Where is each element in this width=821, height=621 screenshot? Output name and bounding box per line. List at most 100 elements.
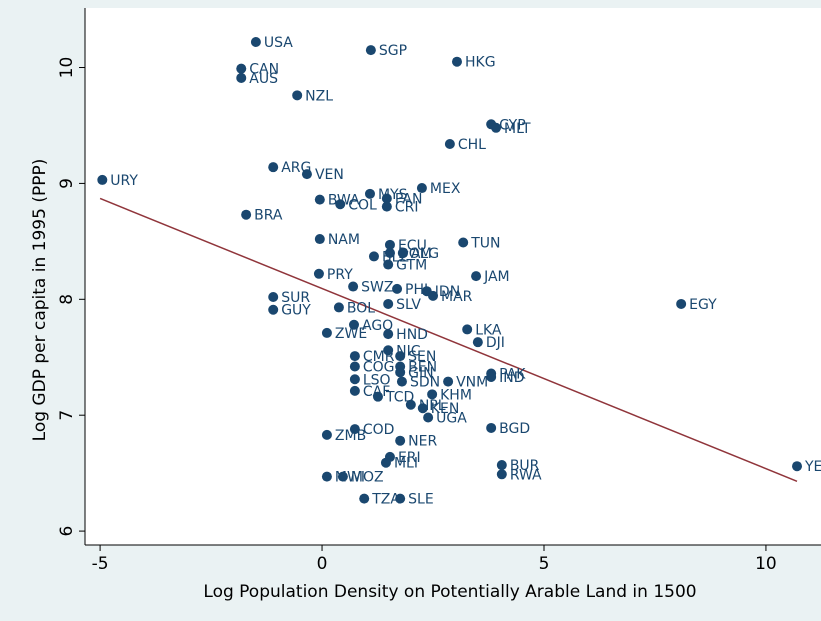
point <box>395 435 406 446</box>
point <box>443 376 454 387</box>
point-label: GTM <box>396 258 427 274</box>
point-label: YEM <box>804 459 821 475</box>
point-label: KEN <box>431 401 460 417</box>
point <box>428 290 439 301</box>
point-label: TUN <box>470 236 500 252</box>
point <box>380 457 391 468</box>
point <box>416 183 427 194</box>
point <box>321 471 332 482</box>
point <box>372 391 383 402</box>
point-label: URY <box>110 173 138 189</box>
point <box>292 90 303 101</box>
point <box>314 234 325 245</box>
point <box>365 45 376 56</box>
point-label: CRI <box>395 200 419 216</box>
point <box>349 424 360 435</box>
point <box>792 461 803 472</box>
point-label: COD <box>363 422 395 438</box>
point <box>444 139 455 150</box>
point <box>333 302 344 313</box>
point <box>451 56 462 67</box>
point-label: SDN <box>410 375 440 391</box>
point <box>349 385 360 396</box>
point <box>486 371 497 382</box>
y-tick-label: 10 <box>57 57 77 79</box>
point-label: DJI <box>486 335 505 351</box>
point <box>383 329 394 340</box>
point-label: CMR <box>363 349 395 365</box>
point-label: SLE <box>408 492 434 508</box>
point <box>349 374 360 385</box>
fit-line <box>99 197 798 482</box>
point <box>384 247 395 258</box>
point-label: SLV <box>396 297 421 313</box>
point <box>486 422 497 433</box>
point <box>349 361 360 372</box>
point-label: RWA <box>510 467 542 483</box>
point-label: COL <box>348 197 377 213</box>
point-label: IND <box>499 370 524 386</box>
point <box>349 351 360 362</box>
point-label: EGY <box>689 297 717 313</box>
y-tick-label: 7 <box>57 410 77 421</box>
y-tick-label: 9 <box>57 178 77 189</box>
point-label: CYP <box>499 117 526 133</box>
point-label: MLT <box>504 121 531 137</box>
point <box>676 298 687 309</box>
point <box>423 412 434 423</box>
point-label: VNM <box>456 375 488 391</box>
y-tick-label: 6 <box>57 526 77 537</box>
point <box>392 283 403 294</box>
point <box>268 291 279 302</box>
x-tick-label: -5 <box>92 554 109 574</box>
point <box>236 63 247 74</box>
point <box>314 194 325 205</box>
point <box>359 493 370 504</box>
point-label: NER <box>408 434 437 450</box>
point <box>268 304 279 315</box>
point-label: MOZ <box>351 470 384 486</box>
point <box>321 327 332 338</box>
point <box>348 281 359 292</box>
point <box>97 174 108 185</box>
point-label: VEN <box>315 167 344 183</box>
point <box>462 324 473 335</box>
x-tick-label: 5 <box>539 554 550 574</box>
point <box>397 247 408 258</box>
point-label: SWZ <box>361 280 393 296</box>
point-label: BRA <box>254 208 283 224</box>
point <box>384 239 395 250</box>
point-label: MAR <box>441 289 473 305</box>
point <box>383 298 394 309</box>
point-label: GUY <box>281 303 311 319</box>
plot-background <box>85 8 821 545</box>
point <box>395 351 406 362</box>
point-label: ERI <box>398 450 421 466</box>
point-label: SUR <box>281 290 310 306</box>
point <box>458 237 469 248</box>
point <box>496 469 507 480</box>
point-label: LSO <box>363 372 391 388</box>
point <box>491 122 502 133</box>
point-label: CHL <box>458 137 486 153</box>
y-axis-title: Log GDP per capita in 1995 (PPP) <box>30 159 50 442</box>
point <box>301 169 312 180</box>
point-label: SEN <box>408 349 436 365</box>
point-label: SGP <box>379 43 407 59</box>
point-label: KHM <box>440 387 472 403</box>
point-label: NZL <box>305 88 333 104</box>
point <box>236 72 247 83</box>
point-label: NAM <box>328 232 360 248</box>
point-label: AGO <box>362 318 393 334</box>
point-label: HKG <box>465 55 496 71</box>
point <box>321 429 332 440</box>
point-label: MLI <box>394 456 418 472</box>
point <box>364 188 375 199</box>
point-label: PAN <box>395 191 423 207</box>
point-label: UGA <box>436 411 467 427</box>
x-axis-title: Log Population Density on Potentially Ar… <box>203 582 696 602</box>
point-label: COG <box>363 360 395 376</box>
point-label: BUR <box>510 458 540 474</box>
point <box>417 403 428 414</box>
